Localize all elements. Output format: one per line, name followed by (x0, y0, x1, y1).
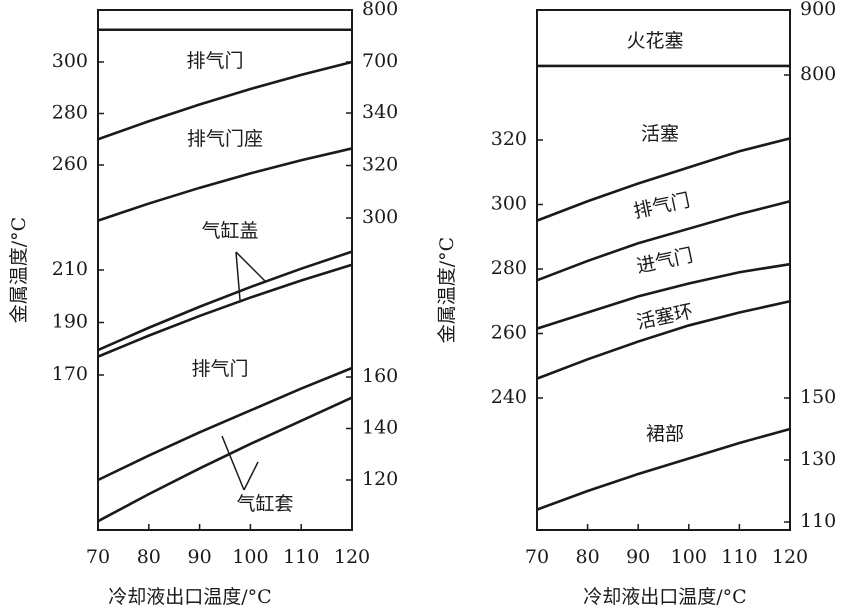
plot-frame (536, 9, 791, 531)
curve (536, 262, 791, 330)
y-tick-label: 300 (52, 50, 88, 72)
curve-label: 排气门 (632, 189, 692, 222)
pointer-line (235, 251, 241, 301)
curve (97, 147, 353, 222)
plot-frame (97, 9, 353, 531)
y-tick-label: 300 (362, 206, 398, 228)
pointer-line (235, 251, 267, 283)
y-tick-label: 170 (52, 363, 88, 385)
x-tick-label: 70 (86, 546, 110, 568)
x-tick-label: 110 (283, 546, 319, 568)
y-tick-label: 120 (362, 468, 398, 490)
curve-label: 裙部 (646, 423, 684, 445)
curve (536, 137, 791, 222)
y-tick-label: 210 (52, 258, 88, 280)
y-tick-label: 280 (52, 102, 88, 124)
y-tick-label: 320 (491, 128, 527, 150)
curve-label: 排气门 (186, 50, 243, 72)
y-axis-label: 金属温度/°C (8, 217, 30, 323)
curve-label: 活塞环 (635, 300, 695, 333)
x-tick-label: 100 (232, 546, 268, 568)
curve-label: 气缸盖 (201, 220, 258, 242)
curve (97, 366, 353, 482)
pointer-line (243, 461, 259, 491)
y-tick-label: 280 (491, 257, 527, 279)
x-tick-label: 110 (721, 546, 757, 568)
y-tick-label: 260 (52, 153, 88, 175)
curve-label: 排气门座 (187, 128, 263, 150)
x-tick-label: 90 (188, 546, 212, 568)
curve-label: 气缸套 (236, 493, 293, 515)
x-tick-label: 90 (626, 546, 650, 568)
y-tick-label: 130 (800, 448, 836, 470)
curve (97, 396, 353, 523)
y-tick-label: 260 (491, 322, 527, 344)
y-tick-label: 340 (362, 101, 398, 123)
x-tick-label: 120 (334, 546, 370, 568)
curve (536, 299, 791, 380)
curve (536, 427, 791, 511)
y-tick-label: 190 (52, 311, 88, 333)
y-tick-label: 110 (800, 510, 836, 532)
y-tick-label: 800 (362, 0, 398, 20)
curve (97, 263, 353, 358)
curve-label: 进气门 (635, 244, 695, 277)
x-tick-label: 80 (576, 546, 600, 568)
curve-label: 活塞 (641, 123, 679, 145)
y-tick-label: 150 (800, 386, 836, 408)
curve-label: 火花塞 (626, 30, 683, 52)
curve (536, 200, 791, 282)
curve (97, 60, 353, 141)
y-tick-label: 140 (362, 417, 398, 439)
y-axis-label: 金属温度/°C (436, 237, 458, 343)
x-tick-label: 80 (137, 546, 161, 568)
y-tick-label: 700 (362, 50, 398, 72)
x-tick-label: 70 (525, 546, 549, 568)
y-tick-label: 900 (800, 0, 836, 20)
x-tick-label: 100 (671, 546, 707, 568)
y-tick-label: 800 (800, 63, 836, 85)
y-tick-label: 240 (491, 386, 527, 408)
y-tick-label: 160 (362, 365, 398, 387)
y-tick-label: 300 (491, 193, 527, 215)
curve-label: 排气门 (191, 358, 248, 380)
x-axis-label: 冷却液出口温度/°C (108, 586, 271, 608)
pointer-line (221, 435, 245, 491)
x-axis-label: 冷却液出口温度/°C (583, 586, 746, 608)
x-tick-label: 120 (772, 546, 808, 568)
y-tick-label: 320 (362, 154, 398, 176)
curve (97, 250, 353, 352)
